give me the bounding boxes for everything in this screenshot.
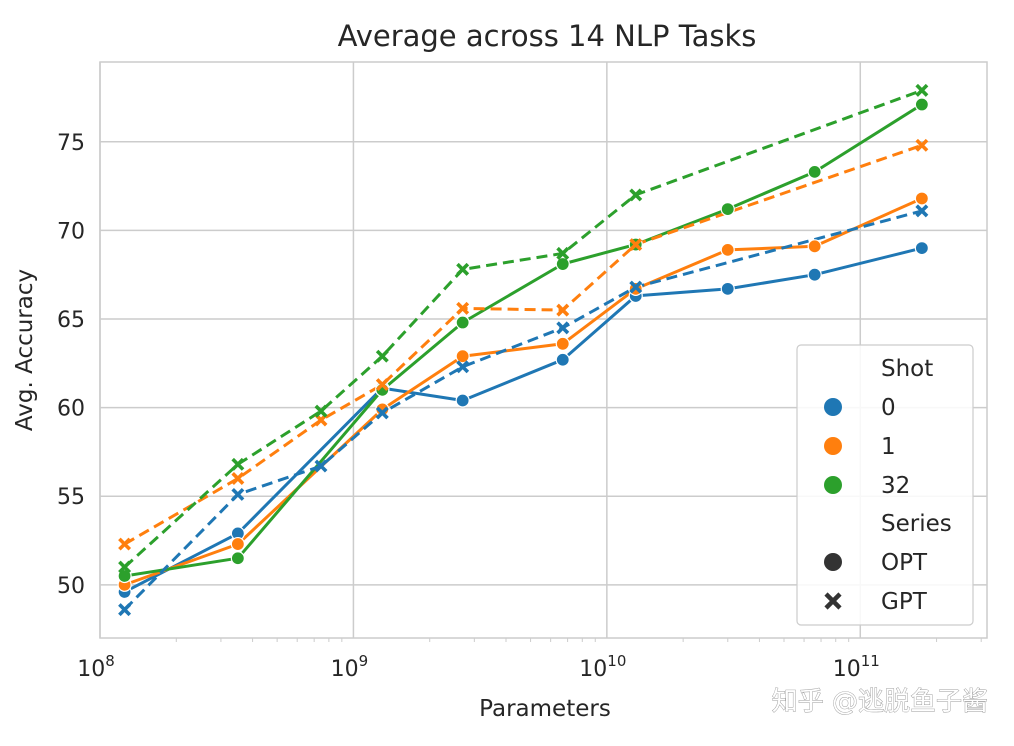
- watermark: 知乎 @逃脱鱼子酱: [772, 687, 988, 717]
- data-point-opt-0shot-8: [914, 240, 929, 256]
- legend-box: [796, 344, 974, 626]
- data-point-opt-1shot-1: [230, 536, 245, 552]
- data-point-gpt-32shot-0: [118, 560, 132, 574]
- x-tick-exponent: 9: [359, 652, 369, 670]
- data-point-gpt-32shot-4: [456, 262, 470, 276]
- data-point-gpt-0shot-5: [556, 321, 570, 335]
- data-point-gpt-1shot-6: [629, 238, 643, 252]
- y-tick-labels: 50 55 60 65 70 75: [57, 131, 85, 599]
- x-tick-exponent: 10: [607, 652, 626, 670]
- x-tick-label-0: 108: [77, 652, 115, 682]
- data-point-opt-32shot-6: [720, 202, 735, 217]
- data-point-gpt-32shot-7: [915, 83, 929, 97]
- legend-label-opt: OPT: [881, 550, 928, 576]
- data-point-opt-0shot-3: [455, 393, 470, 408]
- x-tick-label-2: 1010: [579, 652, 626, 682]
- legend-label-shot-1: 1: [881, 434, 896, 460]
- x-tick-exponent: 11: [861, 652, 880, 670]
- legend-label-shot-0: 0: [881, 395, 896, 421]
- data-point-gpt-1shot-4: [456, 301, 470, 315]
- data-point-gpt-1shot-1: [231, 472, 245, 485]
- plot-frame: [99, 61, 988, 639]
- data-point-opt-0shot-7: [807, 267, 822, 282]
- data-point-gpt-32shot-2: [314, 404, 328, 418]
- x-tick-labels: 108 109 1010 1011: [77, 652, 880, 682]
- data-point-gpt-1shot-7: [915, 138, 929, 152]
- x-tick-label-1: 109: [331, 652, 369, 682]
- data-point-gpt-32shot-5: [556, 246, 570, 260]
- y-tick-label-5: 75: [57, 131, 85, 156]
- data-point-gpt-1shot-3: [375, 378, 389, 392]
- legend-marker-opt: [824, 553, 842, 571]
- data-point-gpt-32shot-6: [629, 188, 643, 202]
- series-line-gpt-32shot: [123, 88, 923, 569]
- x-tick-base: 10: [331, 657, 359, 682]
- data-point-opt-1shot-8: [914, 191, 929, 206]
- legend-marker-gpt: [824, 592, 842, 610]
- data-point-opt-32shot-3: [455, 315, 470, 330]
- data-point-opt-1shot-6: [720, 242, 735, 257]
- data-point-opt-1shot-3: [455, 349, 470, 364]
- y-axis-label: Avg. Accuracy: [12, 269, 38, 431]
- legend-label-gpt: GPT: [881, 589, 928, 615]
- legend-marker-shot-0: [824, 398, 842, 416]
- x-tick-base: 10: [579, 657, 607, 682]
- data-point-gpt-0shot-4: [456, 360, 470, 374]
- data-point-gpt-0shot-1: [231, 487, 245, 501]
- data-point-gpt-0shot-3: [375, 406, 389, 420]
- data-point-opt-32shot-8: [914, 97, 929, 112]
- y-tick-label-2: 60: [57, 397, 85, 422]
- data-point-gpt-1shot-5: [556, 303, 570, 317]
- x-tick-exponent: 8: [105, 652, 115, 670]
- legend-heading-shot: Shot: [881, 356, 933, 382]
- y-tick-label-1: 55: [57, 485, 85, 510]
- x-axis-label: Parameters: [479, 696, 611, 722]
- data-point-opt-32shot-7: [807, 164, 822, 179]
- legend-heading-series: Series: [881, 511, 952, 537]
- series-line-gpt-0shot: [123, 209, 923, 611]
- chart-title: Average across 14 NLP Tasks: [338, 19, 757, 53]
- data-point-gpt-0shot-7: [915, 204, 929, 218]
- data-point-opt-32shot-4: [555, 256, 570, 272]
- data-point-opt-32shot-1: [230, 551, 245, 566]
- legend-items: 0 1 32 OPT GPT: [824, 395, 928, 615]
- series-line-gpt-1shot: [123, 143, 923, 546]
- legend-marker-shot-1: [824, 437, 842, 455]
- data-point-gpt-32shot-1: [231, 457, 245, 471]
- series-markers: [117, 83, 929, 617]
- y-tick-label-3: 65: [57, 308, 85, 333]
- legend-label-shot-32: 32: [881, 473, 910, 499]
- y-tick-label-0: 50: [57, 574, 85, 599]
- data-point-gpt-0shot-0: [118, 603, 132, 617]
- grid: [99, 62, 987, 642]
- data-point-gpt-0shot-2: [314, 459, 328, 473]
- data-point-gpt-0shot-6: [629, 280, 643, 294]
- data-point-opt-1shot-7: [807, 239, 822, 254]
- data-point-opt-0shot-6: [720, 281, 735, 296]
- data-point-opt-1shot-2: [375, 402, 390, 417]
- x-tick-label-3: 1011: [833, 652, 880, 682]
- x-tick-base: 10: [833, 657, 861, 682]
- legend-marker-shot-32: [824, 476, 842, 494]
- data-point-opt-0shot-4: [555, 352, 570, 367]
- data-point-opt-1shot-4: [555, 336, 570, 351]
- data-point-gpt-1shot-0: [118, 537, 132, 551]
- x-tick-base: 10: [77, 657, 105, 682]
- legend: Shot Series 0 1 32 OPT GPT: [796, 344, 974, 626]
- data-point-gpt-32shot-3: [375, 349, 389, 363]
- y-tick-label-4: 70: [57, 219, 85, 244]
